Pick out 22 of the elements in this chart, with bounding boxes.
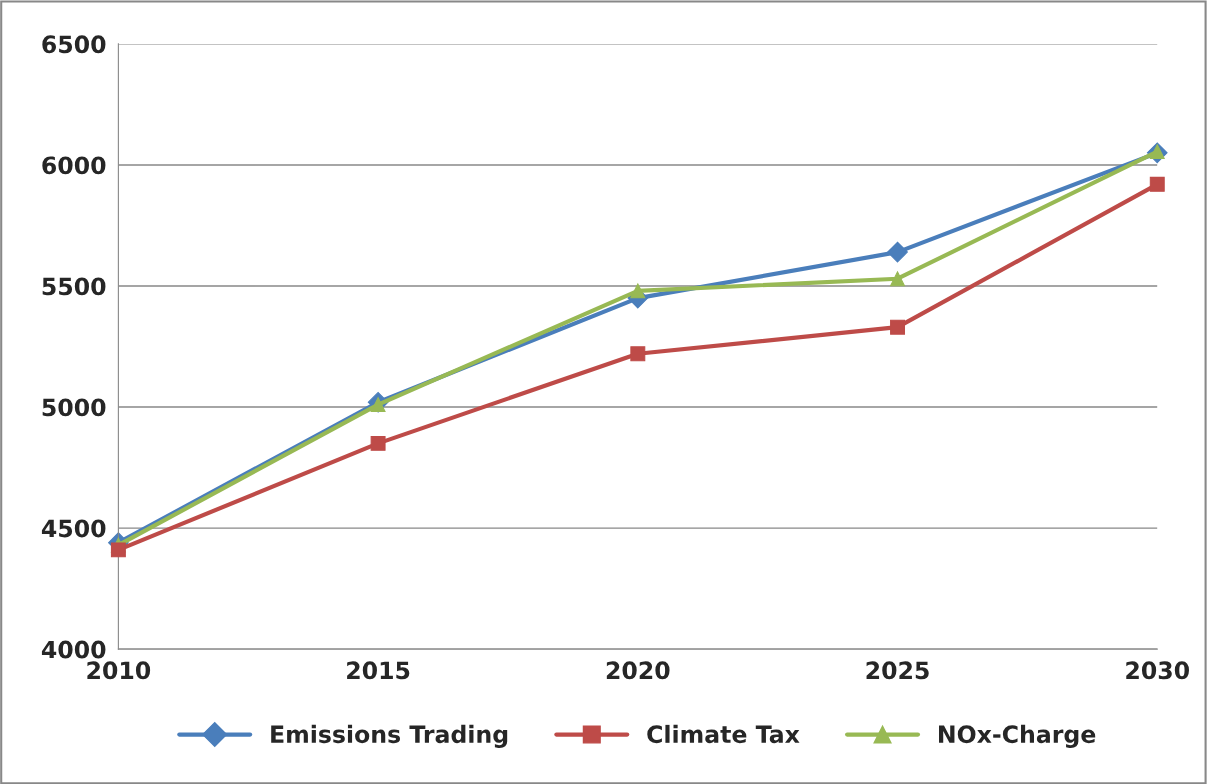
point <box>890 271 906 287</box>
point <box>1149 176 1165 192</box>
legend-label: Climate Tax <box>647 724 800 744</box>
point <box>370 435 386 451</box>
point <box>890 319 906 335</box>
x-tick-label: 2025 <box>866 661 929 680</box>
x-tick-label: 2010 <box>87 661 151 680</box>
x-tick-label: 2030 <box>1126 661 1189 680</box>
point <box>887 241 908 263</box>
y-tick-label: 5000 <box>42 398 106 417</box>
point <box>110 542 126 558</box>
legend-label: Emissions Trading <box>271 724 508 748</box>
y-tick-label: 5500 <box>42 277 106 296</box>
point <box>630 283 646 299</box>
point <box>630 346 646 362</box>
x-tick-label: 2015 <box>347 661 410 680</box>
y-tick-label: 4000 <box>41 640 106 659</box>
x-tick-label: 2020 <box>606 661 670 680</box>
y-tick-label: 6500 <box>42 35 106 54</box>
y-tick-label: 6000 <box>42 156 106 175</box>
y-tick-label: 4500 <box>41 519 106 538</box>
legend-label: NOx-Charge <box>939 724 1096 748</box>
